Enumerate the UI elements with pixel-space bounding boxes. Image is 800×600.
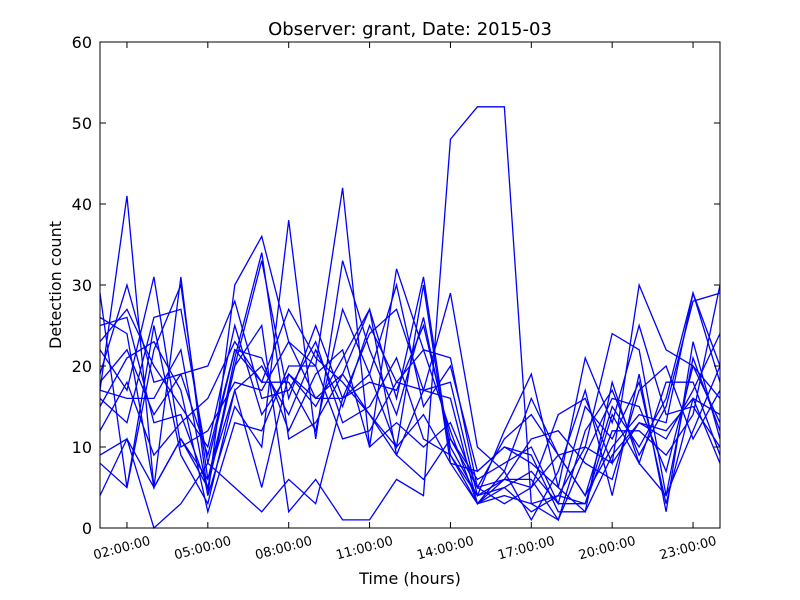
series-line-7 <box>99 252 721 505</box>
x-tick-label: 23:00:00 <box>658 534 718 564</box>
y-tick-label: 20 <box>72 357 92 376</box>
x-tick-label: 17:00:00 <box>496 534 556 564</box>
plot-frame <box>99 41 721 529</box>
series-line-11 <box>99 290 721 498</box>
y-tick-label: 40 <box>72 195 92 214</box>
x-tick-label: 05:00:00 <box>173 534 233 564</box>
x-tick-label: 11:00:00 <box>335 534 395 564</box>
series-line-12 <box>99 340 721 522</box>
series-line-13 <box>99 299 721 497</box>
x-tick-label: 08:00:00 <box>254 534 314 564</box>
x-tick-label: 20:00:00 <box>577 534 637 564</box>
series-line-14 <box>99 308 721 506</box>
chart-title: Observer: grant, Date: 2015-03 <box>268 19 552 40</box>
series-line-6 <box>99 323 721 506</box>
series-line-1 <box>99 106 721 521</box>
y-tick-label: 60 <box>72 33 92 52</box>
series-line-9 <box>99 276 721 513</box>
x-axis-label: Time (hours) <box>358 569 461 588</box>
y-tick-label: 10 <box>72 438 92 457</box>
series-line-10 <box>99 276 721 505</box>
y-axis-label: Detection count <box>46 221 65 349</box>
series-line-5 <box>99 187 721 496</box>
series-line-15 <box>99 307 721 522</box>
y-tick-label: 50 <box>72 114 92 133</box>
y-tick-label: 30 <box>72 276 92 295</box>
series-layer <box>99 106 721 530</box>
x-tick-label: 14:00:00 <box>415 534 475 564</box>
x-tick-label: 02:00:00 <box>92 534 152 564</box>
series-line-2 <box>99 195 721 497</box>
tick-layer: 0 10 20 30 40 50 60 02:00:00 05:00:00 08:00:00 11:… <box>72 33 720 563</box>
y-tick-label: 0 <box>82 519 92 538</box>
